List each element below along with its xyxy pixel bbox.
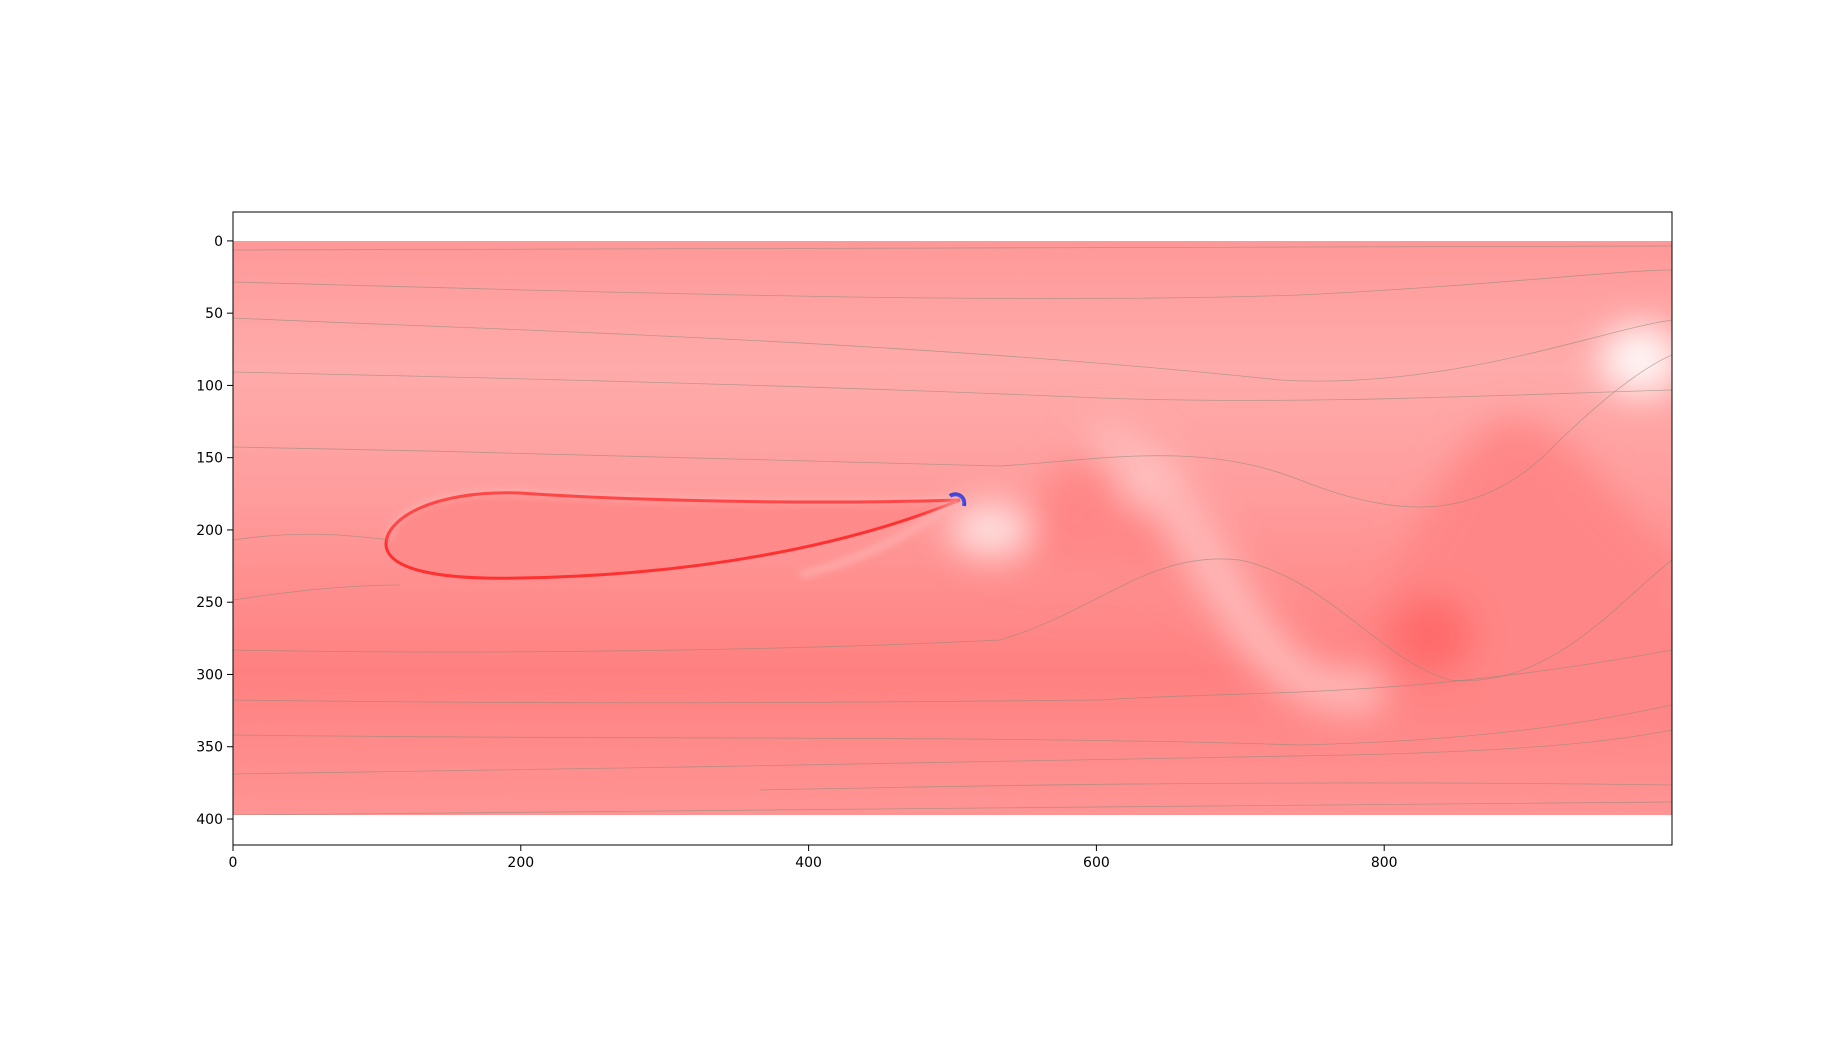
airfoil — [384, 491, 967, 580]
x-tick-label: 800 — [1371, 855, 1398, 871]
axes-frame — [232, 211, 1673, 846]
y-tick-label: 50 — [205, 306, 223, 322]
y-tick-label: 350 — [196, 740, 223, 756]
y-tick-label: 0 — [214, 234, 223, 250]
flow-field — [233, 241, 1672, 815]
y-tick-label: 200 — [196, 523, 223, 539]
y-tick-label: 100 — [196, 378, 223, 394]
y-tick-label: 300 — [196, 667, 223, 683]
x-tick-label: 400 — [795, 855, 822, 871]
wake — [950, 325, 1672, 719]
x-tick-label: 600 — [1083, 855, 1110, 871]
y-tick-label: 400 — [196, 812, 223, 828]
y-tick-label: 150 — [196, 451, 223, 467]
x-tick-label: 0 — [229, 855, 238, 871]
x-tick-label: 200 — [507, 855, 534, 871]
y-tick-label: 250 — [196, 595, 223, 611]
